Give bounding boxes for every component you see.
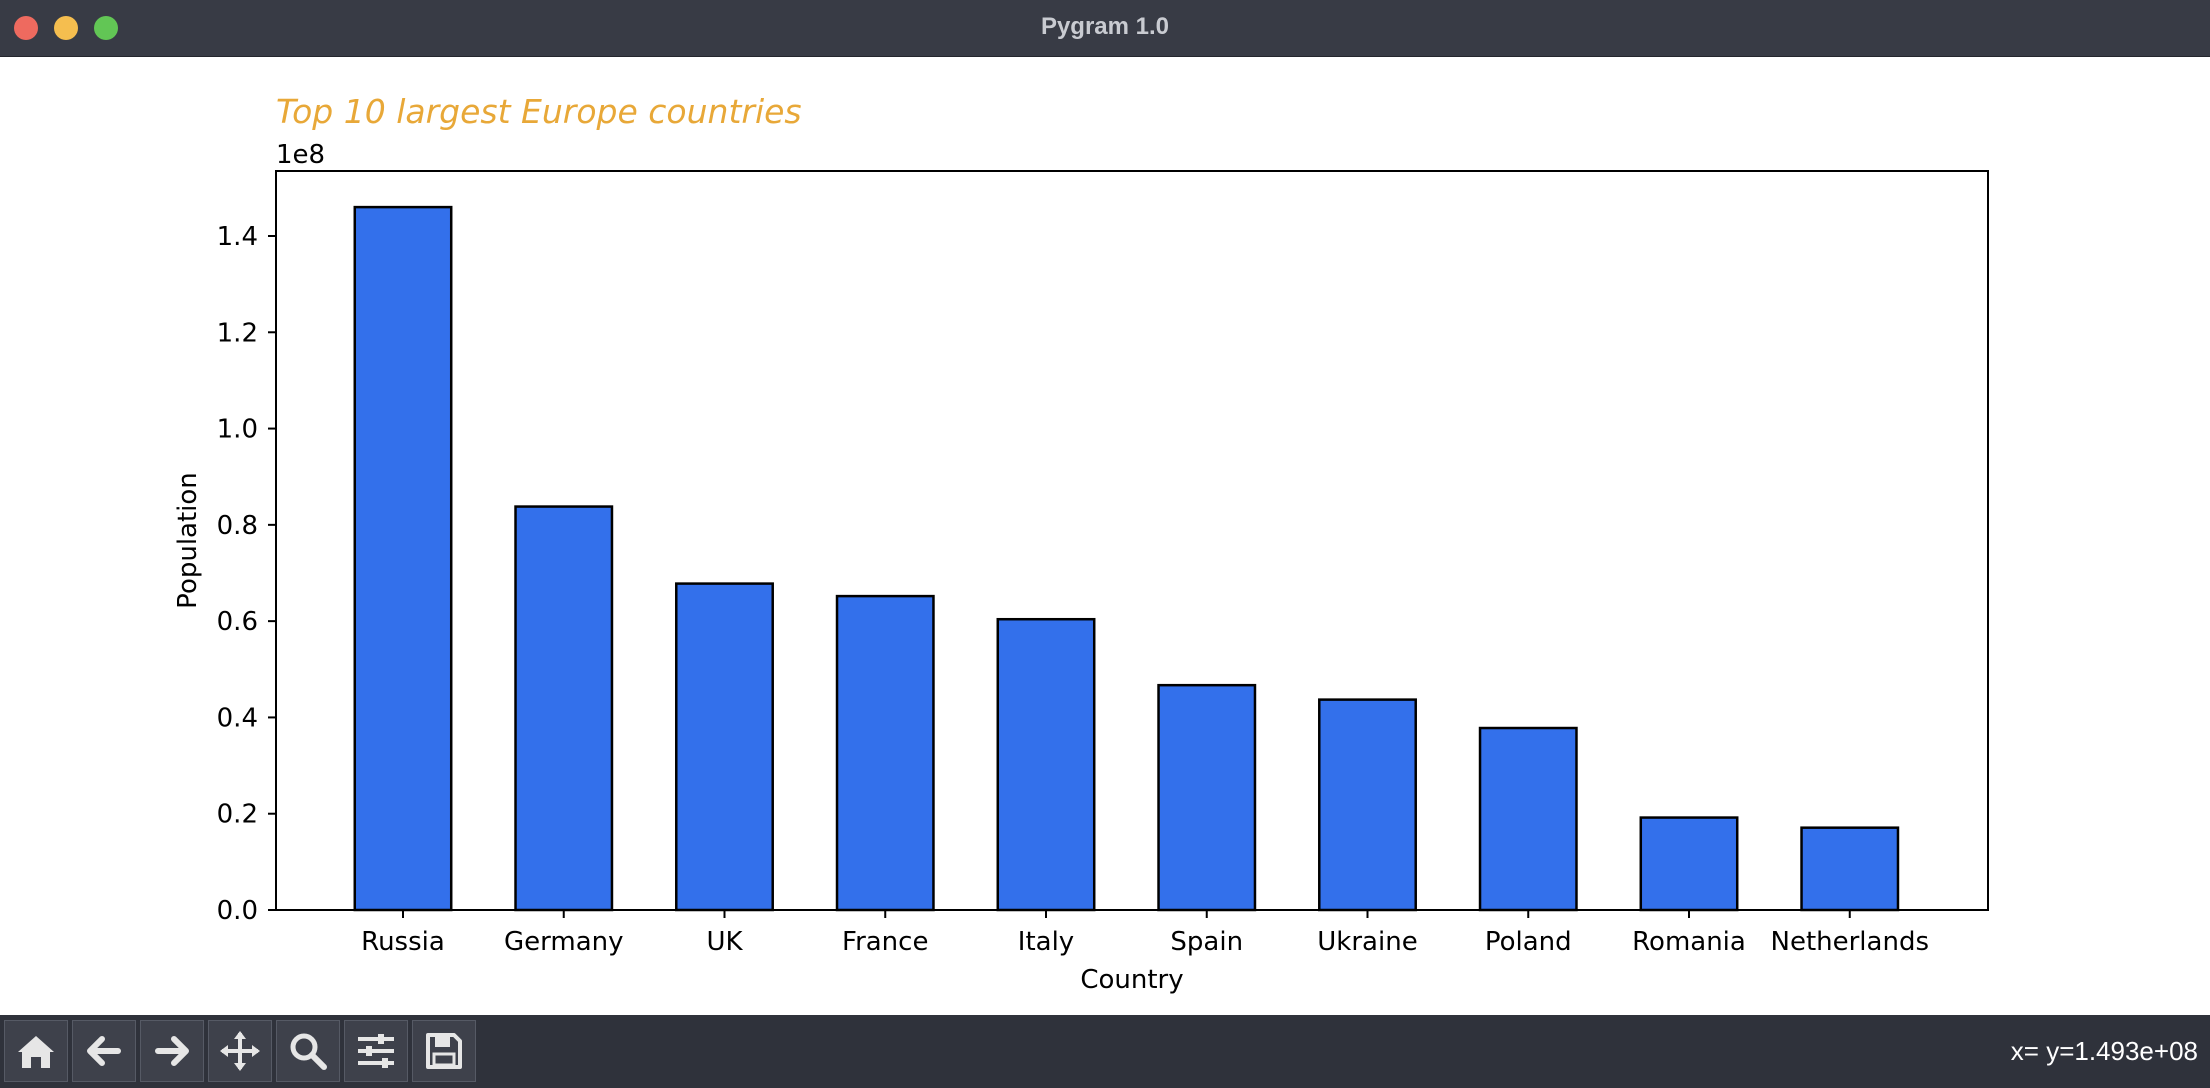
- arrow-right-icon: [155, 1036, 189, 1066]
- maximize-window-button[interactable]: [94, 16, 118, 40]
- bar-netherlands: [1800, 826, 1900, 912]
- bar-russia: [353, 205, 453, 912]
- bar-romania: [1639, 816, 1739, 912]
- y-tick-label: 1.4: [217, 222, 258, 252]
- chart-title: Top 10 largest Europe countries: [276, 92, 802, 131]
- arrow-left-icon: [87, 1036, 121, 1066]
- bar-germany: [514, 505, 614, 912]
- x-tick-label: Italy: [1018, 927, 1074, 957]
- window-titlebar: Pygram 1.0: [0, 0, 2210, 57]
- y-tick-label: 0.6: [217, 607, 258, 637]
- configure-button[interactable]: [344, 1020, 408, 1082]
- x-tick-label: Spain: [1170, 927, 1243, 957]
- x-tick-label: France: [842, 927, 928, 957]
- bar-poland: [1478, 726, 1578, 912]
- move-icon: [220, 1031, 260, 1071]
- navigation-toolbar: x= y=1.493e+08: [0, 1015, 2210, 1088]
- back-button[interactable]: [72, 1020, 136, 1082]
- minimize-window-button[interactable]: [54, 16, 78, 40]
- zoom-button[interactable]: [276, 1020, 340, 1082]
- x-tick-label: Netherlands: [1771, 927, 1930, 957]
- save-button[interactable]: [412, 1020, 476, 1082]
- plot-frame: [275, 170, 1989, 911]
- home-button[interactable]: [4, 1020, 68, 1082]
- x-tick-label: Russia: [361, 927, 445, 957]
- sliders-icon: [358, 1034, 394, 1068]
- y-tick-label: 0.4: [217, 703, 258, 733]
- figure-canvas[interactable]: Top 10 largest Europe countries 1e8 Russia…: [0, 57, 2210, 1015]
- bar-ukraine: [1318, 698, 1417, 912]
- y-tick-label: 0.2: [217, 800, 258, 830]
- x-tick-label: Germany: [504, 927, 624, 957]
- bar-uk: [675, 582, 774, 912]
- x-tick-label: UK: [706, 927, 743, 957]
- close-window-button[interactable]: [14, 16, 38, 40]
- x-tick-label: Romania: [1632, 927, 1746, 957]
- x-tick-label: Ukraine: [1317, 927, 1417, 957]
- x-tick-label: Poland: [1485, 927, 1572, 957]
- y-tick-label: 1.2: [217, 318, 258, 348]
- pan-button[interactable]: [208, 1020, 272, 1082]
- x-axis-label: Country: [1080, 965, 1183, 995]
- home-icon: [18, 1036, 54, 1068]
- y-axis-label: Population: [173, 472, 203, 609]
- bar-italy: [996, 617, 1096, 912]
- window-title: Pygram 1.0: [1040, 13, 1170, 40]
- bar-chart: Top 10 largest Europe countries 1e8 Russia…: [173, 92, 1989, 995]
- y-axis-offset-label: 1e8: [276, 140, 325, 170]
- search-icon: [290, 1033, 327, 1070]
- y-tick-label: 0.8: [217, 511, 258, 541]
- cursor-coordinates: x= y=1.493e+08: [2010, 1036, 2198, 1066]
- bar-france: [835, 594, 935, 912]
- save-icon: [426, 1033, 462, 1069]
- y-tick-label: 1.0: [217, 415, 258, 445]
- y-tick-label: 0.0: [217, 896, 258, 926]
- forward-button[interactable]: [140, 1020, 204, 1082]
- bar-spain: [1157, 683, 1257, 912]
